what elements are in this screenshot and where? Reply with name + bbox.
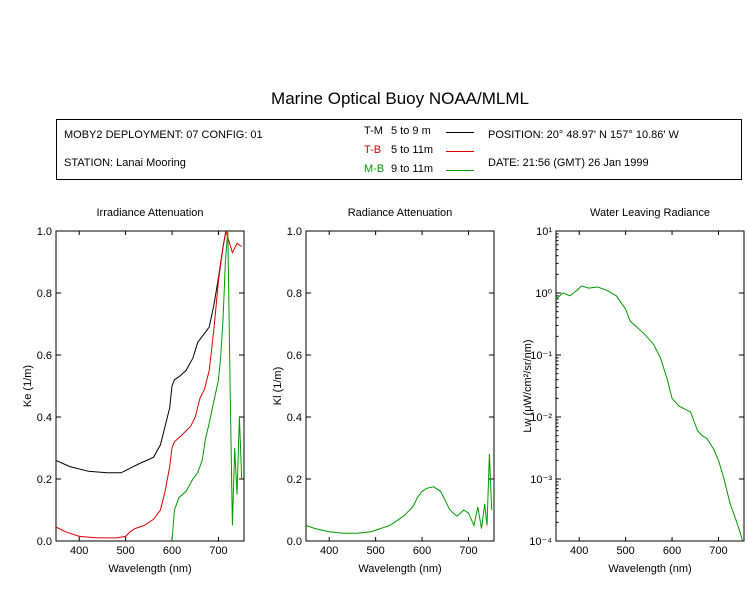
chart-0-ytick-label-3: 0.6 bbox=[37, 350, 52, 362]
chart-2-ytick-label-2: 10⁻² bbox=[530, 412, 552, 424]
position-text: POSITION: 20° 48.97' N 157° 10.86' W bbox=[488, 129, 679, 141]
chart-0-series-t-m bbox=[55, 230, 227, 474]
chart-0-ytick-label-0: 0.0 bbox=[37, 536, 52, 548]
chart-1-ylabel: Kl (1/m) bbox=[272, 367, 284, 406]
chart-1-xtick-label-0: 400 bbox=[320, 545, 338, 557]
page-title: Marine Optical Buoy NOAA/MLML bbox=[271, 89, 529, 108]
chart-2-xtick-label-2: 600 bbox=[663, 545, 681, 557]
chart-1-xtick-label-3: 700 bbox=[459, 545, 477, 557]
chart-0-ytick-label-2: 0.4 bbox=[37, 412, 52, 424]
chart-2-title: Water Leaving Radiance bbox=[590, 207, 710, 219]
chart-0-xtick-label-1: 500 bbox=[116, 545, 134, 557]
chart-0-ytick-label-5: 1.0 bbox=[37, 226, 52, 238]
chart-2-ytick-label-3: 10⁻¹ bbox=[530, 350, 552, 362]
legend-code-tb: T-B bbox=[364, 144, 382, 156]
legend-line-tb bbox=[446, 151, 474, 152]
chart-0-title: Irradiance Attenuation bbox=[96, 207, 203, 219]
legend-line-mb bbox=[446, 170, 474, 171]
chart-2-ytick-label-0: 10⁻⁴ bbox=[529, 536, 552, 548]
chart-0-xtick-label-3: 700 bbox=[209, 545, 227, 557]
chart-2-ytick-label-1: 10⁻³ bbox=[530, 474, 552, 486]
deployment-text: MOBY2 DEPLOYMENT: 07 CONFIG: 01 bbox=[64, 129, 263, 141]
chart-2-xtick-label-0: 400 bbox=[570, 545, 588, 557]
chart-0-ylabel: Ke (1/m) bbox=[22, 365, 34, 407]
chart-2-xtick-label-1: 500 bbox=[616, 545, 634, 557]
chart-2-ylabel: Lw (μW/cm²/sr/nm) bbox=[522, 339, 534, 432]
chart-2-xtick-label-3: 700 bbox=[709, 545, 727, 557]
chart-1-title: Radiance Attenuation bbox=[348, 207, 453, 219]
chart-2-series-m-b bbox=[555, 285, 744, 542]
chart-2-xlabel: Wavelength (nm) bbox=[608, 563, 691, 575]
chart-0-ytick-label-4: 0.8 bbox=[37, 288, 52, 300]
chart-1-xlabel: Wavelength (nm) bbox=[358, 563, 441, 575]
chart-0-ytick-label-1: 0.2 bbox=[37, 474, 52, 486]
legend-code-mb: M-B bbox=[364, 163, 385, 175]
chart-1-xtick-label-1: 500 bbox=[366, 545, 384, 557]
info-box: MOBY2 DEPLOYMENT: 07 CONFIG: 01 STATION:… bbox=[56, 119, 742, 180]
chart-1-ytick-label-3: 0.6 bbox=[287, 350, 302, 362]
chart-0-frame bbox=[55, 230, 245, 542]
legend-code-tm: T-M bbox=[364, 125, 383, 137]
legend-depth-tm: 5 to 9 m bbox=[391, 125, 431, 137]
chart-0-xtick-label-2: 600 bbox=[163, 545, 181, 557]
chart-1-series-m-b bbox=[305, 454, 493, 534]
chart-1-ytick-label-4: 0.8 bbox=[287, 288, 302, 300]
legend-line-tm bbox=[446, 132, 474, 133]
chart-1-ytick-label-2: 0.4 bbox=[287, 412, 302, 424]
chart-1-xtick-label-2: 600 bbox=[413, 545, 431, 557]
chart-2-ytick-label-5: 10¹ bbox=[536, 226, 552, 238]
chart-0-xlabel: Wavelength (nm) bbox=[108, 563, 191, 575]
chart-0-series-t-b bbox=[55, 230, 242, 539]
chart-0-xtick-label-0: 400 bbox=[70, 545, 88, 557]
chart-2-ytick-label-4: 10⁰ bbox=[535, 288, 552, 300]
chart-2-frame bbox=[555, 230, 745, 542]
chart-1-ytick-label-0: 0.0 bbox=[287, 536, 302, 548]
date-text: DATE: 21:56 (GMT) 26 Jan 1999 bbox=[488, 157, 649, 169]
station-text: STATION: Lanai Mooring bbox=[64, 157, 186, 169]
legend-depth-mb: 9 to 11m bbox=[391, 163, 433, 175]
legend-depth-tb: 5 to 11m bbox=[391, 144, 433, 156]
chart-0-series-m-b bbox=[171, 230, 243, 542]
chart-1-ytick-label-5: 1.0 bbox=[287, 226, 302, 238]
chart-1-frame bbox=[305, 230, 495, 542]
chart-1-ytick-label-1: 0.2 bbox=[287, 474, 302, 486]
